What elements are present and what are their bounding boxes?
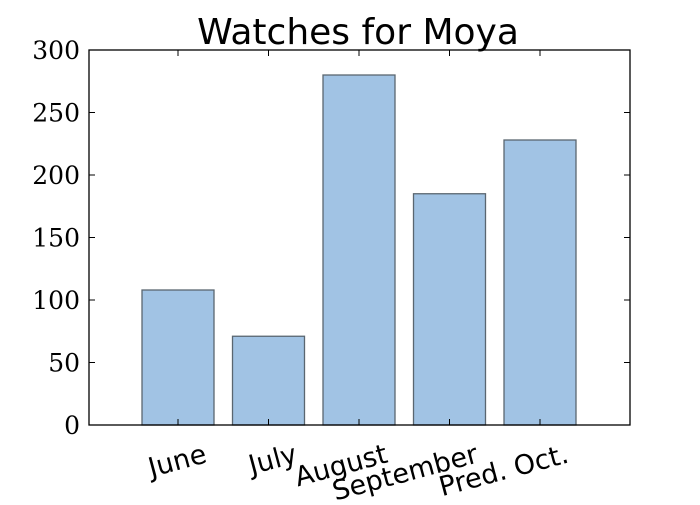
bar-august [322,74,396,426]
plot-frame [88,49,631,426]
y-tick-label: 100 [32,286,80,315]
x-tick-label: June [143,439,210,485]
x-tick-label: July [243,439,300,482]
y-tick-label: 50 [48,349,80,378]
bars-layer [141,74,577,426]
y-tick-label: 150 [32,224,80,253]
y-tick-label: 300 [32,36,80,65]
bar-june [141,289,215,426]
y-tick-label: 250 [32,99,80,128]
y-axis: 0 50 100 150 200 250 300 [32,36,630,440]
bar-july [231,335,306,426]
y-tick-label: 0 [64,411,80,440]
bar-pred-oct [503,139,577,426]
chart-title: Watches for Moya [197,12,519,53]
bar-september [412,193,487,426]
y-tick-label: 200 [32,161,80,190]
